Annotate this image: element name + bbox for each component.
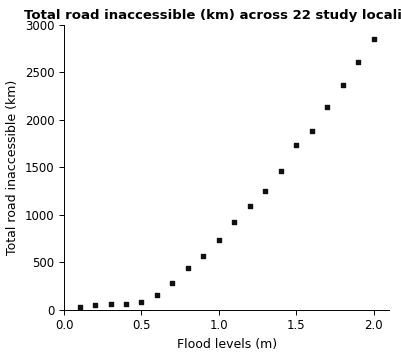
Point (262, 188, 268, 194)
Y-axis label: Total road inaccessible (km): Total road inaccessible (km) (6, 80, 19, 255)
Point (169, 280, 176, 286)
Point (324, 104, 330, 109)
Point (123, 301, 129, 307)
Point (339, 82, 346, 88)
Point (308, 129, 315, 134)
Point (200, 253, 207, 259)
Point (77, 304, 83, 310)
Point (247, 203, 253, 209)
Point (216, 237, 222, 243)
Point (355, 59, 361, 65)
X-axis label: Flood levels (m): Flood levels (m) (176, 338, 277, 351)
Point (277, 168, 284, 174)
Title: Total road inaccessible (km) across 22 study localities: Total road inaccessible (km) across 22 s… (24, 9, 401, 22)
Point (138, 299, 145, 304)
Point (107, 302, 114, 307)
Point (185, 265, 191, 271)
Point (231, 220, 237, 225)
Point (154, 293, 160, 298)
Point (370, 36, 377, 42)
Point (92, 303, 98, 308)
Point (293, 143, 300, 148)
